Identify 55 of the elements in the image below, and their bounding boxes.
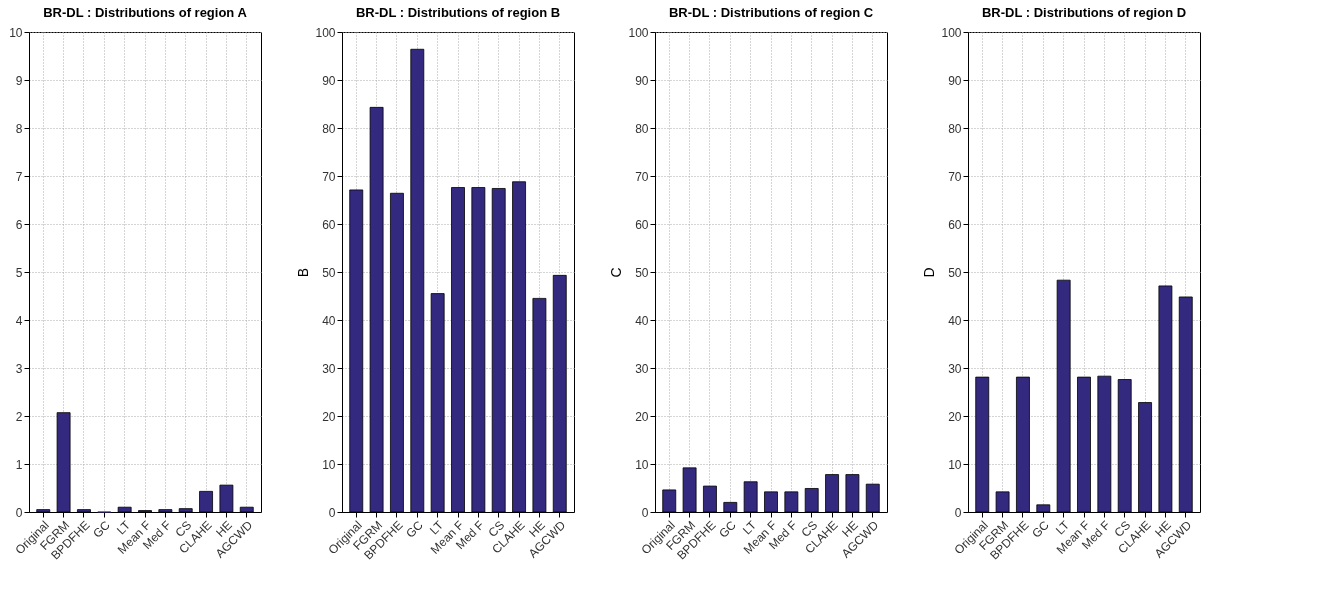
y-tick-label: 80: [948, 121, 962, 136]
y-tick-label: 100: [315, 25, 336, 40]
y-tick-label: 70: [635, 169, 649, 184]
chart-title: BR-DL : Distributions of region B: [355, 5, 561, 20]
y-tick-label: 40: [322, 313, 336, 328]
y-tick-label: 90: [322, 73, 336, 88]
y-tick-label: 30: [948, 361, 962, 376]
y-tick-label: 20: [322, 409, 336, 424]
y-tick-label: 50: [948, 265, 962, 280]
y-tick-label: 80: [635, 121, 649, 136]
y-tick-label: 20: [635, 409, 649, 424]
y-tick-label: 40: [948, 313, 962, 328]
y-tick-label: 0: [328, 505, 336, 520]
y-tick-label: 70: [322, 169, 336, 184]
y-tick-label: 50: [635, 265, 649, 280]
y-axis-title: C: [608, 267, 625, 278]
y-tick-label: 40: [635, 313, 649, 328]
y-tick-label: 0: [954, 505, 962, 520]
y-tick-label: 3: [15, 361, 23, 376]
y-tick-label: 10: [9, 25, 23, 40]
y-tick-label: 0: [641, 505, 649, 520]
y-tick-label: 80: [322, 121, 336, 136]
x-tick-label: GC: [90, 517, 114, 541]
y-tick-label: 5: [15, 265, 23, 280]
y-axis-title: B: [295, 267, 312, 278]
y-tick-label: 4: [15, 313, 23, 328]
y-tick-label: 10: [635, 457, 649, 472]
y-tick-label: 10: [322, 457, 336, 472]
y-tick-label: 8: [15, 121, 23, 136]
x-tick-label: GC: [716, 517, 740, 541]
x-tick-label: GC: [1029, 517, 1053, 541]
chart-title: BR-DL : Distributions of region A: [43, 5, 248, 20]
chart-title: BR-DL : Distributions of region C: [668, 5, 874, 20]
y-tick-label: 30: [635, 361, 649, 376]
y-tick-label: 100: [628, 25, 649, 40]
y-tick-label: 60: [948, 217, 962, 232]
y-tick-label: 90: [948, 73, 962, 88]
chart-title: BR-DL : Distributions of region D: [981, 5, 1187, 20]
y-tick-label: 2: [15, 409, 23, 424]
y-tick-label: 1: [15, 457, 23, 472]
y-tick-label: 7: [15, 169, 23, 184]
y-tick-label: 9: [15, 73, 23, 88]
y-tick-label: 20: [948, 409, 962, 424]
y-tick-label: 30: [322, 361, 336, 376]
y-tick-label: 100: [941, 25, 962, 40]
y-tick-label: 60: [322, 217, 336, 232]
y-tick-label: 10: [948, 457, 962, 472]
y-tick-label: 50: [322, 265, 336, 280]
y-axis-title: D: [921, 267, 938, 278]
y-tick-label: 60: [635, 217, 649, 232]
y-tick-label: 70: [948, 169, 962, 184]
y-tick-label: 0: [15, 505, 23, 520]
x-tick-label: GC: [403, 517, 427, 541]
y-tick-label: 6: [15, 217, 23, 232]
y-tick-label: 90: [635, 73, 649, 88]
